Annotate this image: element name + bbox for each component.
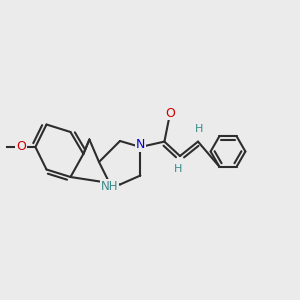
- Text: NH: NH: [101, 179, 118, 193]
- Text: H: H: [195, 124, 204, 134]
- Text: O: O: [16, 140, 26, 154]
- Text: O: O: [166, 106, 175, 120]
- Text: H: H: [174, 164, 183, 174]
- Text: N: N: [136, 138, 145, 151]
